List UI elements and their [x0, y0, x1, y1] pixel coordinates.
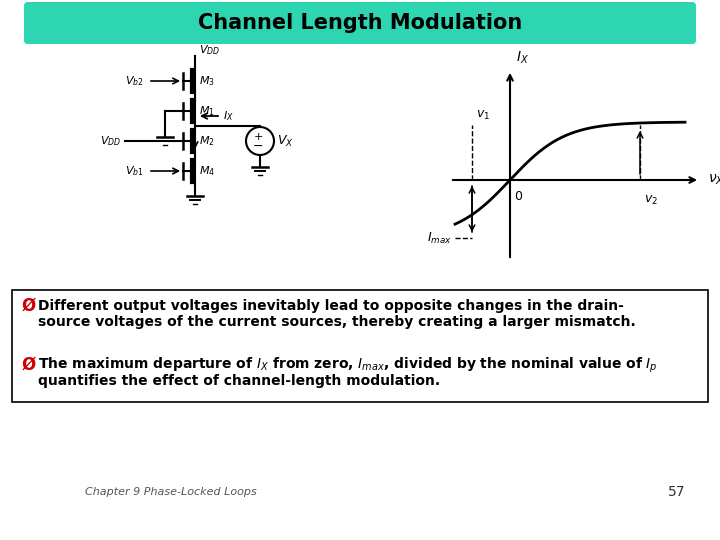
Text: Channel Length Modulation: Channel Length Modulation	[198, 13, 522, 33]
Text: $\mathit{v}_2$: $\mathit{v}_2$	[644, 194, 658, 207]
Text: Chapter 9 Phase-Locked Loops: Chapter 9 Phase-Locked Loops	[85, 487, 257, 497]
Text: $I_X$: $I_X$	[516, 50, 529, 66]
Text: Different output voltages inevitably lead to opposite changes in the drain-: Different output voltages inevitably lea…	[38, 299, 624, 313]
Text: $I_{max}$: $I_{max}$	[427, 231, 452, 246]
Text: $M_4$: $M_4$	[199, 164, 215, 178]
Text: Ø: Ø	[22, 356, 36, 374]
Text: −: −	[253, 139, 264, 152]
Text: $V_X$: $V_X$	[277, 133, 294, 148]
Text: $V_{b2}$: $V_{b2}$	[125, 74, 144, 88]
Text: quantifies the effect of channel-length modulation.: quantifies the effect of channel-length …	[38, 374, 440, 388]
Text: 0: 0	[514, 190, 522, 203]
Text: $V_{b1}$: $V_{b1}$	[125, 164, 144, 178]
Text: $I_X$: $I_X$	[223, 109, 234, 123]
Text: The maximum departure of $\mathit{I}_X$ from zero, $\mathit{I}_{max}$, divided b: The maximum departure of $\mathit{I}_X$ …	[38, 355, 658, 375]
FancyBboxPatch shape	[24, 2, 696, 44]
Text: $\mathit{v}_1$: $\mathit{v}_1$	[476, 109, 490, 122]
Text: $V_{DD}$: $V_{DD}$	[100, 134, 121, 148]
Text: $\nu_X$: $\nu_X$	[708, 173, 720, 187]
Text: $M_2$: $M_2$	[199, 134, 215, 148]
Text: source voltages of the current sources, thereby creating a larger mismatch.: source voltages of the current sources, …	[38, 315, 636, 329]
Text: 57: 57	[667, 485, 685, 499]
Text: $M_3$: $M_3$	[199, 74, 215, 88]
Text: $M_1$: $M_1$	[199, 104, 215, 118]
Text: +: +	[253, 132, 263, 142]
Text: Ø: Ø	[22, 297, 36, 315]
Text: $V_{DD}$: $V_{DD}$	[199, 43, 220, 57]
FancyBboxPatch shape	[12, 290, 708, 402]
